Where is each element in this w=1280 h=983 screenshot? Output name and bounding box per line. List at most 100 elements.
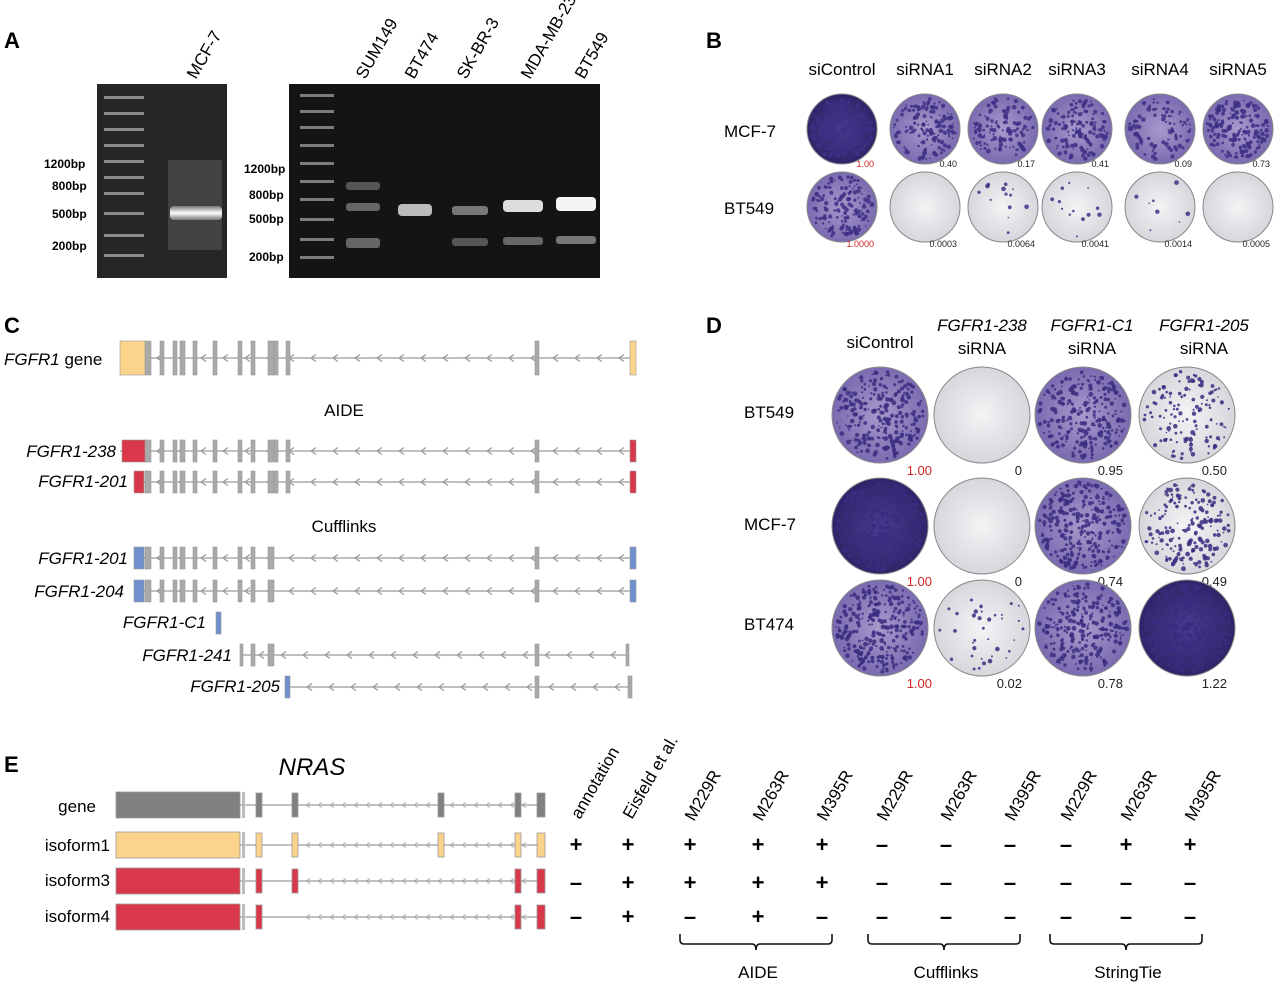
e-sign: –	[1120, 870, 1132, 895]
colony-dot	[1203, 596, 1207, 599]
colony-dot	[849, 594, 852, 597]
colony-dot	[1194, 545, 1199, 549]
aide-header: AIDE	[324, 401, 364, 420]
colony-dot	[972, 646, 977, 651]
exon	[285, 340, 291, 376]
colony-dot	[1180, 615, 1186, 620]
colony-dot	[890, 646, 893, 649]
colony-dot	[1153, 619, 1159, 625]
colony-dot	[1095, 654, 1097, 656]
strand-arrow	[397, 587, 405, 595]
colony-dot	[836, 518, 841, 523]
colony-dot	[1164, 409, 1168, 412]
colony-dot	[1041, 532, 1044, 535]
colony-dot	[1089, 669, 1092, 672]
colony-dot	[1190, 593, 1195, 598]
plate-value: 1.00	[907, 676, 932, 691]
colony-dot	[1208, 611, 1214, 617]
colony-dot	[1224, 102, 1228, 106]
colony-dot	[851, 117, 854, 120]
strand-arrow	[389, 914, 395, 920]
colony-dot	[1177, 143, 1183, 149]
e-row-label: gene	[58, 797, 96, 816]
colony-dot	[882, 663, 886, 667]
colony-dot	[1048, 512, 1053, 517]
colony-dot	[1044, 643, 1048, 647]
colony-dot	[1149, 514, 1153, 517]
colony-dot	[881, 436, 884, 440]
strand-arrow	[323, 651, 331, 659]
strand-arrow	[497, 878, 503, 884]
colony-dot	[1189, 378, 1195, 383]
colony-dot	[1065, 529, 1069, 533]
colony-dot	[823, 113, 826, 115]
colony-dot	[1158, 622, 1164, 628]
colony-dot	[1064, 523, 1069, 528]
colony-dot	[888, 590, 892, 594]
colony-dot	[1215, 388, 1218, 391]
colony-dot	[917, 156, 923, 161]
exon	[115, 903, 241, 931]
colony-dot	[1198, 506, 1204, 511]
e-sign: +	[622, 870, 635, 895]
e-col-label: M263R	[749, 767, 793, 824]
colony-dot	[868, 527, 870, 530]
colony-dot	[1078, 539, 1081, 542]
colony-dot	[916, 402, 922, 407]
colony-dot	[1093, 109, 1098, 114]
colony-dot	[1161, 140, 1166, 145]
colony-dot	[902, 538, 905, 540]
strand-arrow	[419, 478, 427, 486]
colony-dot	[861, 204, 867, 209]
colony-dot	[1092, 413, 1096, 417]
colony-dot	[1200, 618, 1205, 622]
colony-dot	[848, 179, 853, 184]
colony-dot	[900, 624, 904, 628]
colony-dot	[875, 518, 879, 522]
colony-dot	[863, 656, 867, 660]
strand-arrow	[473, 878, 479, 884]
colony-dot	[1075, 663, 1077, 665]
colony-dot	[882, 505, 887, 510]
colony-dot	[927, 102, 929, 105]
exon	[534, 546, 540, 570]
colony-dot	[1218, 634, 1222, 639]
colony-dot	[856, 655, 860, 658]
colony-dot	[982, 128, 986, 132]
colony-dot	[1067, 595, 1071, 598]
colony-dot	[1256, 106, 1261, 110]
colony-dot	[1109, 380, 1115, 386]
exon	[437, 832, 445, 858]
colony-dot	[1084, 599, 1088, 603]
colony-dot	[1197, 500, 1201, 504]
plate-well	[1041, 171, 1113, 243]
colony-dot	[1158, 516, 1162, 520]
colony-dot	[1194, 532, 1198, 536]
colony-dot	[1180, 645, 1184, 649]
colony-dot	[1084, 518, 1089, 524]
colony-dot	[1150, 541, 1154, 544]
colony-dot	[1087, 187, 1089, 189]
exon	[534, 675, 540, 699]
colony-dot	[1093, 416, 1096, 419]
colony-dot	[856, 514, 859, 517]
strand-arrow	[353, 802, 359, 808]
colony-dot	[838, 426, 841, 429]
colony-dot	[854, 538, 859, 543]
group-label: StringTie	[1094, 963, 1161, 982]
colony-dot	[1215, 436, 1220, 441]
colony-dot	[1051, 398, 1053, 400]
strand-arrow	[507, 354, 515, 362]
plate-well	[933, 477, 1031, 575]
colony-dot	[1076, 129, 1079, 132]
colony-dot	[832, 150, 834, 153]
colony-dot	[1111, 414, 1115, 418]
colony-dot	[1080, 637, 1085, 641]
colony-dot	[910, 430, 912, 433]
colony-dot	[897, 515, 899, 517]
colony-dot	[846, 116, 850, 119]
colony-dot	[848, 542, 851, 545]
colony-dot	[1091, 537, 1094, 539]
colony-dot	[1078, 659, 1083, 664]
colony-dot	[1063, 518, 1067, 522]
